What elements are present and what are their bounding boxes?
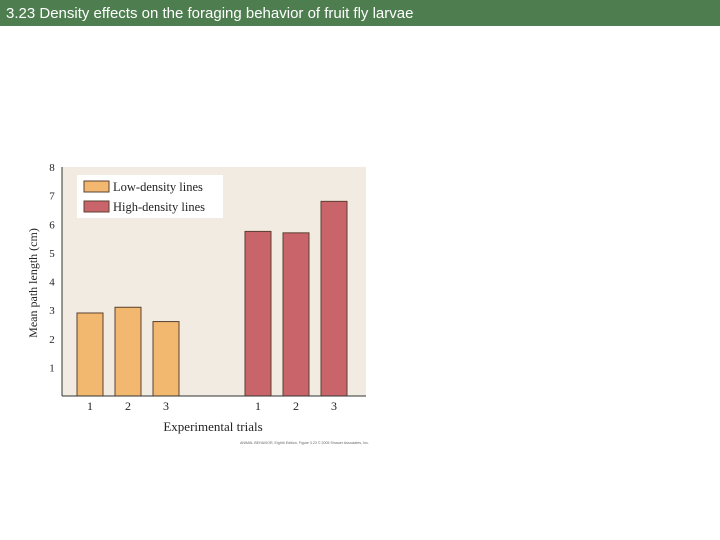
bars-group — [76, 200, 348, 397]
slide-title: 3.23 Density effects on the foraging beh… — [0, 0, 720, 26]
x-axis-label: Experimental trials — [163, 419, 262, 434]
bar-low-density-trial-1 — [76, 312, 104, 397]
bar-low-density-trial-3 — [152, 321, 180, 397]
figure-credit: ANIMAL BEHAVIOR, Eighth Edition, Figure … — [240, 441, 369, 445]
y-tick-label: 8 — [49, 162, 55, 174]
y-tick-label: 7 — [49, 191, 55, 203]
legend-label-high-density: High-density lines — [113, 200, 205, 214]
x-tick-label: 2 — [125, 399, 131, 413]
x-tick-label: 1 — [87, 399, 93, 413]
bar-high-density-trial-3 — [320, 200, 348, 397]
y-tick-label: 3 — [49, 305, 55, 317]
legend-swatch-low-density — [83, 180, 110, 193]
legend-swatch-high-density — [83, 200, 110, 213]
x-tick-label: 3 — [163, 399, 169, 413]
x-tick-label: 2 — [293, 399, 299, 413]
legend: Low-density lines High-density lines — [77, 175, 223, 218]
y-tick-label: 4 — [49, 277, 55, 289]
y-tick-labels: 1 2 3 4 5 6 7 8 — [49, 162, 55, 374]
legend-label-low-density: Low-density lines — [113, 180, 203, 194]
y-tick-label: 1 — [49, 362, 55, 374]
y-tick-label: 6 — [49, 219, 55, 231]
y-axis-label: Mean path length (cm) — [26, 228, 40, 338]
x-tick-label: 3 — [331, 399, 337, 413]
x-tick-label: 1 — [255, 399, 261, 413]
bar-high-density-trial-1 — [244, 230, 272, 397]
x-tick-labels: 1 2 3 1 2 3 — [87, 399, 337, 413]
bar-high-density-trial-2 — [282, 232, 310, 397]
y-tick-label: 5 — [49, 248, 55, 260]
y-tick-label: 2 — [49, 334, 55, 346]
bar-low-density-trial-2 — [114, 306, 142, 397]
